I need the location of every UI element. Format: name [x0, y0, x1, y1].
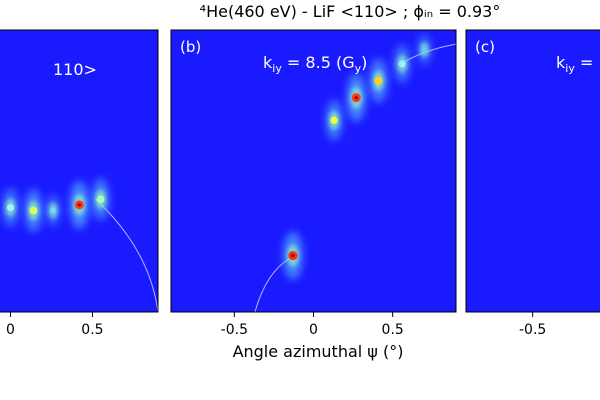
peak-core	[330, 116, 338, 124]
panel-background	[171, 30, 456, 312]
peak-center	[354, 96, 358, 100]
panel-2	[171, 30, 456, 312]
panel-tag: (c)	[475, 38, 495, 56]
x-tick-label: 0	[6, 322, 15, 338]
x-axis-label: Angle azimuthal ψ (°)	[233, 342, 404, 361]
x-tick-label: 0.5	[382, 322, 404, 338]
panels: 0 0.5 110> -0.5 0 0.5 (b) kiy = 8.5 (Gy) -0.5 (c)…	[0, 29, 600, 338]
x-tick-label: -0.5	[519, 322, 546, 338]
peak-core	[7, 204, 14, 212]
panel-note: kiy =	[556, 53, 593, 75]
peak-core	[29, 206, 38, 215]
x-tick-label: 0	[309, 322, 318, 338]
peak-core	[374, 76, 383, 85]
panel-frame	[465, 29, 600, 313]
peak-core	[398, 60, 406, 68]
panel-1	[0, 30, 158, 312]
panel-3	[466, 30, 600, 312]
chart-title: ⁴He(460 eV) - LiF <110> ; ϕᵢₙ = 0.93°	[200, 2, 501, 21]
panel-background	[466, 30, 600, 312]
peak-center	[291, 254, 295, 258]
panel-tag: (b)	[180, 38, 201, 56]
peak-center	[77, 203, 81, 207]
panel-background	[0, 30, 158, 312]
x-tick-label: 0.5	[81, 322, 103, 338]
panel-note: 110>	[53, 60, 97, 79]
peak-core	[96, 195, 105, 204]
peak-core	[421, 46, 428, 53]
peak-core	[50, 207, 56, 214]
x-tick-label: -0.5	[221, 322, 248, 338]
panel-note: kiy = 8.5 (Gy)	[263, 53, 367, 75]
